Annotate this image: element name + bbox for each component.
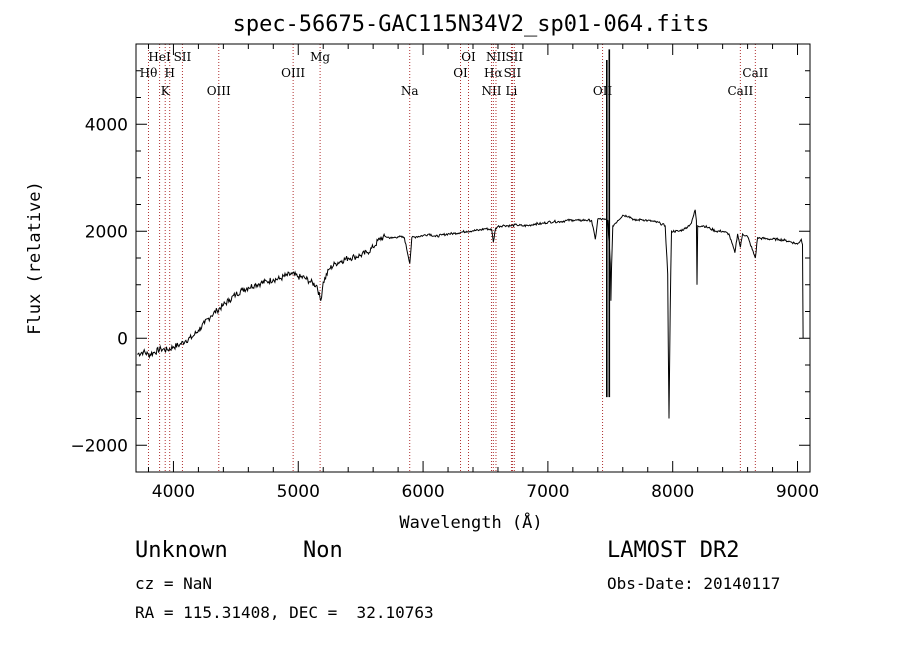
x-tick-label: 9000 [776, 482, 819, 502]
obs-date-label: Obs-Date: 20140117 [607, 574, 781, 593]
redshift-label: cz = NaN [135, 574, 213, 593]
line-marker-label: OI [461, 50, 476, 64]
spectrum-line [137, 209, 804, 419]
line-marker-label: NII [486, 50, 506, 64]
y-axis-label: Flux (relative) [25, 181, 45, 335]
line-marker-label: Mg [310, 50, 330, 64]
spectrum-series [137, 49, 804, 419]
line-marker-label: CaII [742, 66, 768, 80]
line-marker-label: Hθ [140, 66, 158, 80]
chart-title: spec-56675-GAC115N34V2_sp01-064.fits [233, 12, 710, 37]
x-tick-label: 7000 [526, 482, 569, 502]
line-marker-label: OIII [281, 66, 305, 80]
subclass-label: Non [303, 538, 343, 563]
x-tick-label: 8000 [651, 482, 694, 502]
line-marker-label: NII [481, 84, 501, 98]
line-marker-label: H [164, 66, 174, 80]
line-marker-label: SII [505, 50, 523, 64]
line-marker-label: HeI [148, 50, 171, 64]
plot-frame [135, 43, 811, 473]
class-label: Unknown [135, 538, 228, 563]
line-marker-label: K [161, 84, 171, 98]
line-marker-label: Na [401, 84, 419, 98]
line-marker-label: SII [504, 66, 522, 80]
x-axis-ticks: 4000 5000 6000 7000 8000 9000 [147, 44, 819, 502]
y-tick-label: −2000 [70, 436, 128, 456]
line-marker-label: Hα [484, 66, 503, 80]
x-axis-label: Wavelength (Å) [399, 511, 542, 533]
x-tick-label: 6000 [401, 482, 444, 502]
y-tick-label: 0 [117, 329, 128, 349]
line-marker-label: SII [174, 50, 192, 64]
coordinates-label: RA = 115.31408, DEC = 32.10763 [135, 603, 434, 622]
line-marker-label: Li [506, 84, 518, 98]
x-tick-label: 5000 [277, 482, 320, 502]
line-marker-label: OIII [207, 84, 231, 98]
y-axis-ticks: −2000 0 2000 4000 [70, 43, 810, 473]
y-tick-label: 2000 [85, 222, 128, 242]
y-tick-label: 4000 [85, 115, 128, 135]
line-marker-label: CaII [727, 84, 753, 98]
line-marker-label: OI [453, 66, 468, 80]
x-tick-label: 4000 [152, 482, 195, 502]
emission-line-markers: HθHeIKHSIIOIIIOIIIMgNaOIOINIIHαNIILiSIIS… [140, 44, 768, 472]
survey-label: LAMOST DR2 [607, 538, 740, 563]
